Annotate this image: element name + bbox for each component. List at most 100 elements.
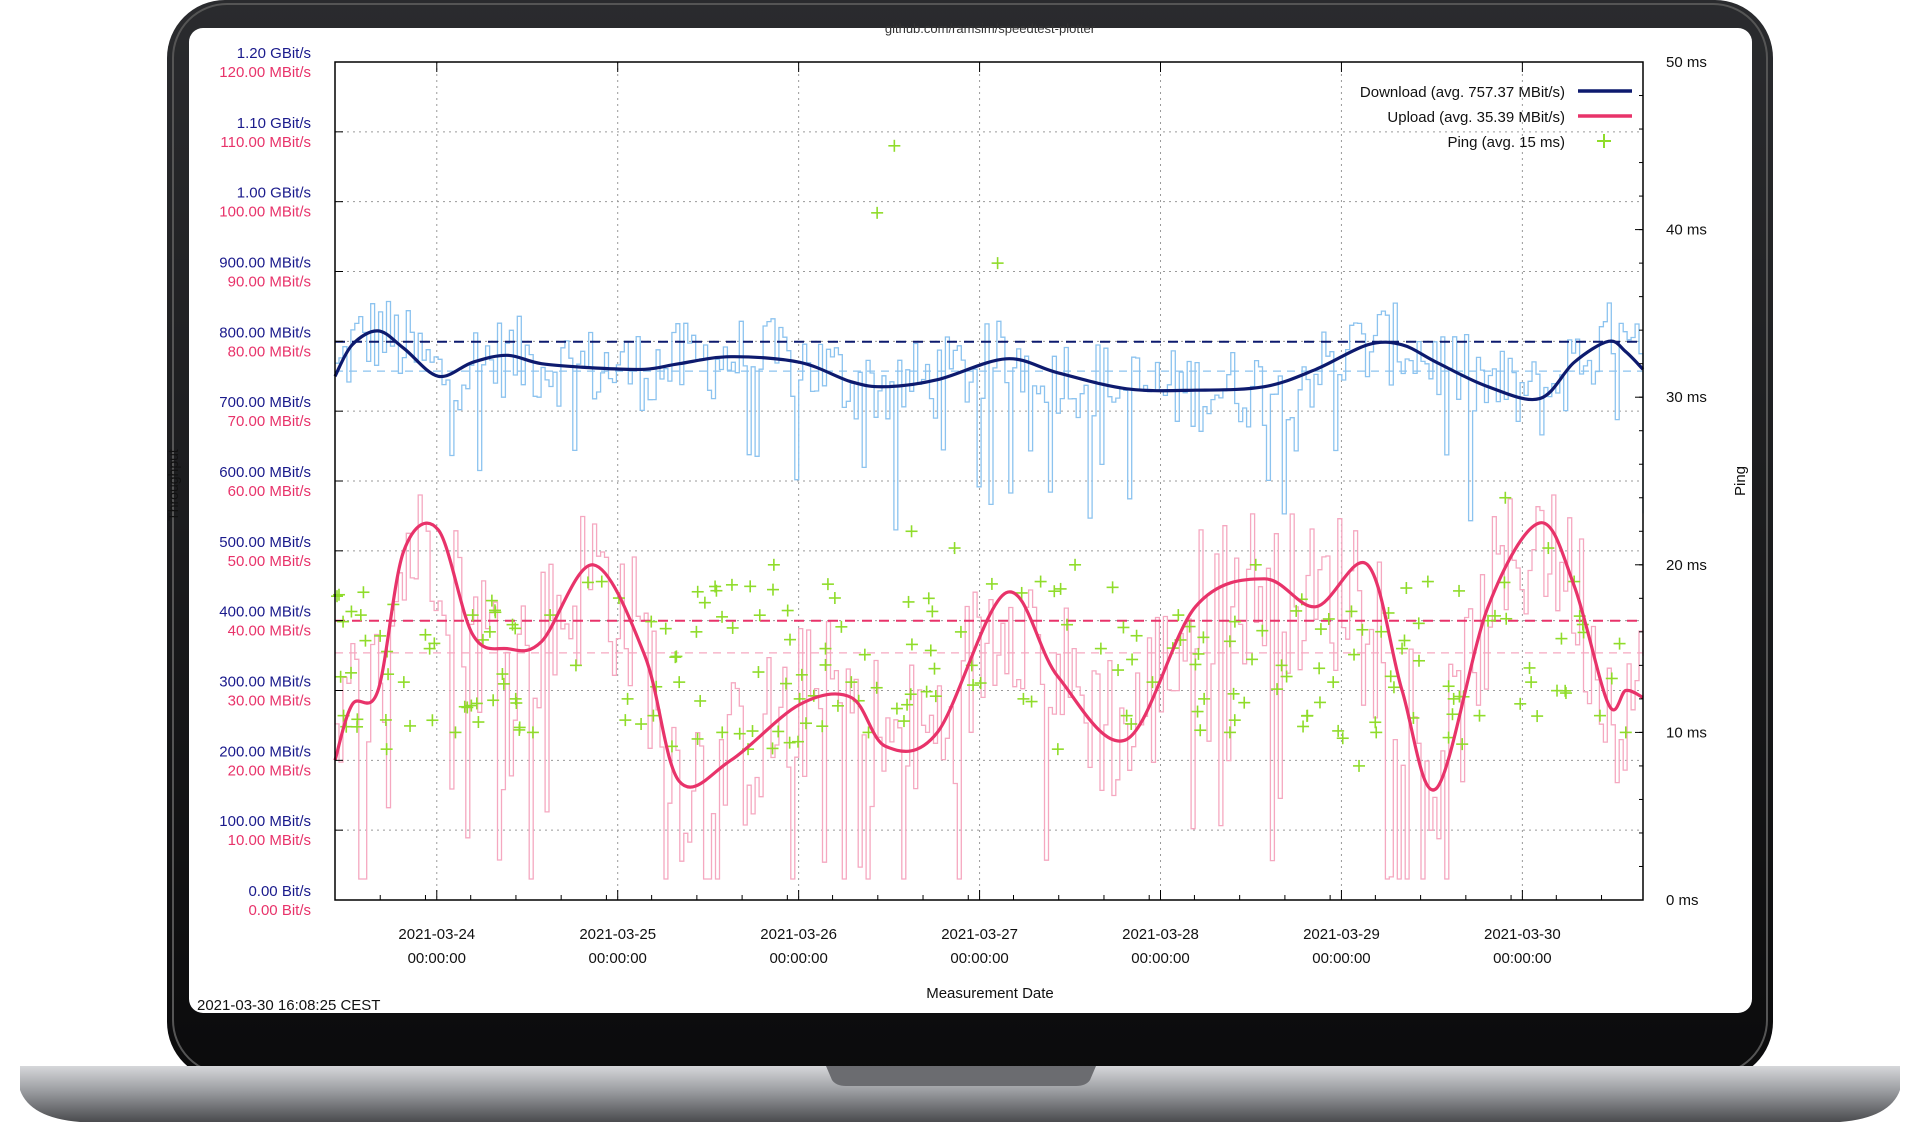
ping-point — [1593, 709, 1606, 722]
ping-point — [1238, 696, 1251, 709]
y-tick-label-upload: 100.00 MBit/s — [219, 204, 311, 221]
ping-point — [645, 615, 658, 628]
y-tick-label-upload: 110.00 MBit/s — [220, 134, 311, 151]
ping-point — [1300, 709, 1313, 722]
ping-point — [1194, 724, 1207, 737]
ping-point — [357, 586, 370, 599]
ping-point — [694, 694, 707, 707]
x-tick-label-date: 2021-03-30 — [1484, 926, 1561, 943]
ping-point — [795, 668, 808, 681]
ping-point — [905, 638, 918, 651]
ping-point — [792, 735, 805, 748]
y-tick-label-download: 300.00 MBit/s — [219, 674, 311, 691]
y-tick-label-download: 0.00 Bit/s — [248, 883, 311, 900]
ping-point — [1488, 609, 1501, 622]
y-tick-label-upload: 120.00 MBit/s — [219, 64, 311, 81]
y-tick-label-ping: 0 ms — [1666, 892, 1699, 909]
y-tick-label-ping: 40 ms — [1666, 222, 1707, 239]
ping-point — [716, 610, 729, 623]
ping-point — [1198, 692, 1211, 705]
ping-point — [845, 676, 858, 689]
y-tick-label-download: 100.00 MBit/s — [219, 813, 311, 830]
ping-point — [1051, 743, 1064, 756]
ping-point — [800, 717, 813, 730]
ping-point — [1525, 676, 1538, 689]
ping-point — [733, 727, 746, 740]
ping-point — [1313, 662, 1326, 675]
ping-point — [595, 575, 608, 588]
ping-point — [458, 700, 471, 713]
ping-point — [1034, 575, 1047, 588]
average-lines — [335, 340, 1643, 654]
ping-point — [1120, 709, 1133, 722]
ping-point — [1172, 609, 1185, 622]
x-tick-label-date: 2021-03-24 — [398, 926, 475, 943]
y-tick-label-download: 1.10 GBit/s — [237, 115, 311, 132]
ping-point — [752, 666, 765, 679]
ping-point — [472, 716, 485, 729]
ping-point — [489, 606, 502, 619]
ping-point — [901, 698, 914, 711]
ping-point — [821, 578, 834, 591]
ping-point — [1327, 676, 1340, 689]
ping-point — [746, 725, 759, 738]
x-tick-label-time: 00:00:00 — [1131, 950, 1189, 967]
ping-point — [581, 576, 594, 589]
ping-point — [621, 692, 634, 705]
ping-point — [509, 622, 522, 635]
ping-point — [1275, 659, 1288, 672]
ping-point — [1189, 658, 1202, 671]
ping-point — [1015, 586, 1028, 599]
ping-point — [974, 677, 987, 690]
ping-point — [767, 558, 780, 571]
ping-point — [929, 690, 942, 703]
ping-point — [647, 709, 660, 722]
ping-point — [1473, 709, 1486, 722]
ping-point — [1223, 635, 1236, 648]
ping-point — [569, 659, 582, 672]
ping-point — [920, 685, 933, 698]
ping-point — [698, 596, 711, 609]
ping-point — [513, 723, 526, 736]
x-tick-label-time: 00:00:00 — [589, 950, 647, 967]
ping-point — [1146, 676, 1159, 689]
ping-point — [948, 542, 961, 555]
ping-point — [345, 666, 358, 679]
y-tick-label-upload: 20.00 MBit/s — [228, 762, 311, 779]
ping-point — [1246, 653, 1259, 666]
ping-point — [1499, 491, 1512, 504]
ping-point — [1117, 621, 1130, 634]
ping-point — [379, 713, 392, 726]
ping-point — [485, 594, 498, 607]
ping-point — [1348, 648, 1361, 661]
ping-point — [1442, 680, 1455, 693]
ping-point — [985, 577, 998, 590]
legend-download-label: Download (avg. 757.37 MBit/s) — [1360, 84, 1565, 101]
x-tick-label-date: 2021-03-29 — [1303, 926, 1380, 943]
speedtest-chart: 0.00 Bit/s 0.00 Bit/s 100.00 MBit/s 10.00 M… — [165, 21, 1749, 1014]
ping-point — [497, 677, 510, 690]
ping-point — [780, 677, 793, 690]
chart-grid — [335, 62, 1643, 900]
ping-point — [1061, 618, 1074, 631]
ping-point — [1271, 683, 1284, 696]
ping-point — [1183, 620, 1196, 633]
ping-point — [487, 694, 500, 707]
ping-point — [1613, 637, 1626, 650]
x-tick-label-date: 2021-03-25 — [579, 926, 656, 943]
ping-point — [380, 743, 393, 756]
ping-point — [1336, 732, 1349, 745]
ping-point — [1314, 623, 1327, 636]
ping-point — [1551, 684, 1564, 697]
ping-point — [404, 719, 417, 732]
y-tick-label-upload: 40.00 MBit/s — [228, 623, 311, 640]
ping-point — [1322, 612, 1335, 625]
ping-point — [890, 702, 903, 715]
x-tick-label-date: 2021-03-28 — [1122, 926, 1199, 943]
ping-point — [783, 736, 796, 749]
y-tick-label-download: 800.00 MBit/s — [219, 324, 311, 341]
download-raw-line — [335, 300, 1644, 531]
y-tick-label-download: 400.00 MBit/s — [219, 604, 311, 621]
ping-point — [359, 634, 372, 647]
ping-point — [904, 688, 917, 701]
